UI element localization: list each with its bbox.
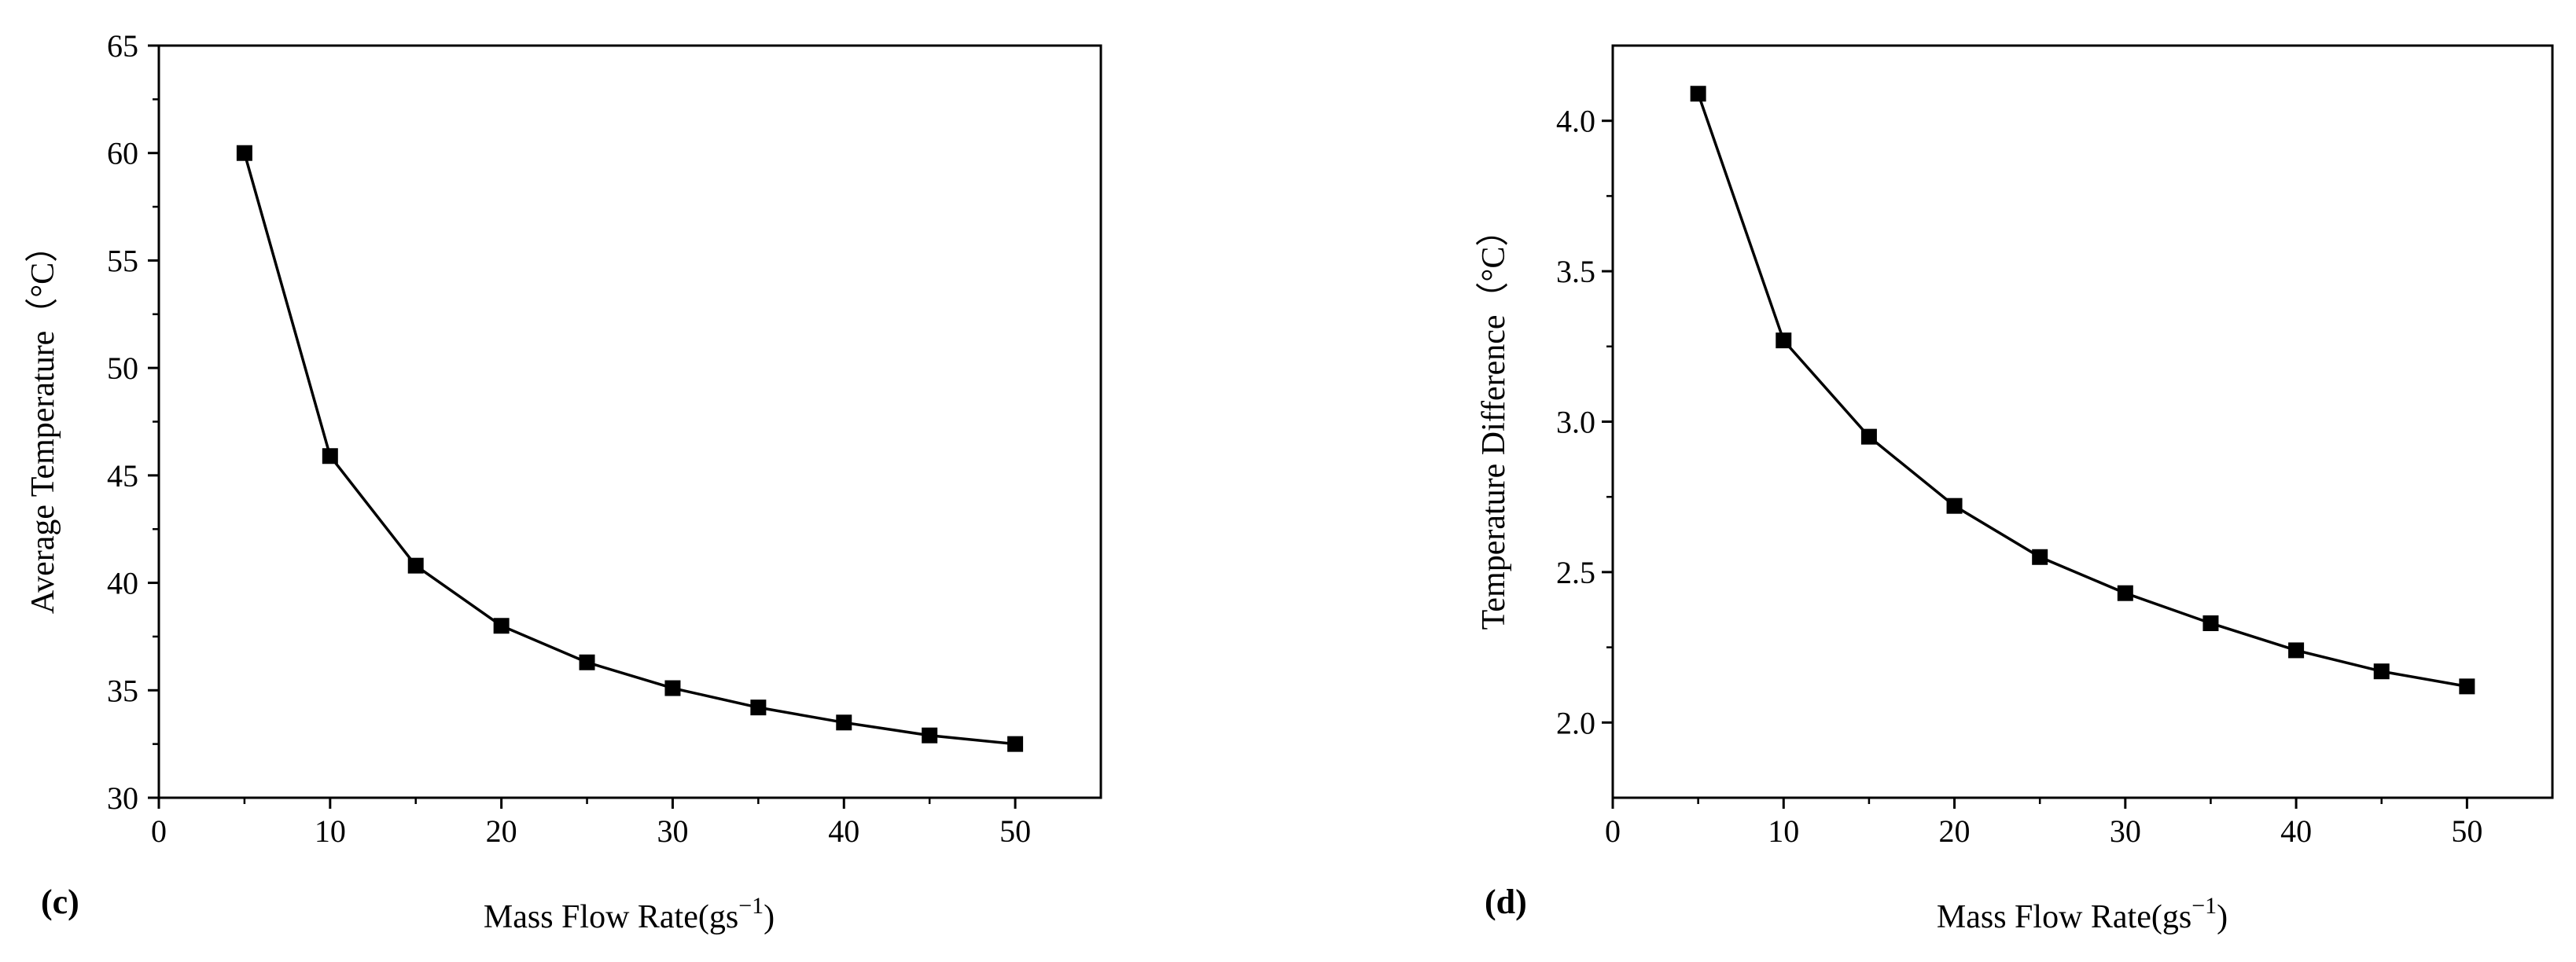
chart-0-data-point-1 bbox=[322, 448, 338, 464]
chart-0-x-tick-label-5: 50 bbox=[999, 813, 1031, 849]
chart-0-data-point-5 bbox=[664, 680, 681, 696]
chart-0-series-line bbox=[243, 152, 1016, 746]
chart-1-data-point-8 bbox=[2373, 663, 2390, 680]
chart-0-y-tick-label-5: 55 bbox=[107, 243, 138, 278]
chart-0-x-axis-title-close: ) bbox=[764, 899, 775, 935]
chart-0-data-point-2 bbox=[407, 557, 424, 574]
chart-1-data-point-7 bbox=[2288, 642, 2305, 659]
panel-c-average-temperature-chart: 0 10 20 30 40 50 30 35 40 45 50 55 60 65 Mass Flow Rat… bbox=[25, 28, 1102, 935]
chart-0-data-point-4 bbox=[579, 654, 595, 670]
chart-1-y-axis-title: Temperature Difference（°C） bbox=[1476, 214, 1512, 630]
chart-1-data-point-0 bbox=[1690, 86, 1706, 102]
chart-0-y-tick-label-3: 45 bbox=[107, 458, 138, 494]
chart-0-panel-label: (c) bbox=[41, 883, 79, 921]
chart-0-data-point-7 bbox=[836, 714, 852, 731]
chart-0-x-tick-label-3: 30 bbox=[657, 813, 688, 849]
chart-1-x-tick-label-4: 40 bbox=[2280, 813, 2312, 849]
chart-1-x-tick-label-2: 20 bbox=[1939, 813, 1971, 849]
chart-0-x-axis-title-superscript: −1 bbox=[738, 893, 764, 919]
chart-0-x-tick-label-1: 10 bbox=[315, 813, 346, 849]
chart-0-y-tick-label-2: 40 bbox=[107, 566, 138, 601]
chart-1-x-axis-title-superscript: −1 bbox=[2191, 893, 2217, 919]
chart-0-data-point-9 bbox=[1007, 736, 1024, 752]
chart-0-data-point-0 bbox=[236, 145, 252, 161]
chart-1-data-point-3 bbox=[1946, 498, 1963, 514]
chart-1-data-point-5 bbox=[2117, 585, 2133, 601]
chart-1-data-point-4 bbox=[2032, 549, 2048, 565]
chart-0-y-axis-title: Average Temperature（°C） bbox=[25, 229, 61, 614]
chart-0-y-tick-label-7: 65 bbox=[107, 28, 138, 64]
chart-1-x-axis-title-close: ) bbox=[2217, 899, 2228, 935]
chart-0-x-axis-title: Mass Flow Rate(gs−1) bbox=[484, 893, 775, 935]
panel-d-temperature-difference-chart: 0 10 20 30 40 50 2.0 2.5 3.0 3.5 4.0 Mass Flow Rate… bbox=[1476, 44, 2554, 935]
chart-1-data-point-6 bbox=[2202, 615, 2219, 631]
chart-1-y-tick-label-2: 3.0 bbox=[1556, 405, 1595, 440]
chart-0-data-point-8 bbox=[922, 727, 938, 744]
chart-0-x-tick-label-4: 40 bbox=[828, 813, 859, 849]
chart-1-y-tick-label-4: 4.0 bbox=[1556, 104, 1595, 139]
chart-1-y-tick-label-1: 2.5 bbox=[1556, 555, 1595, 590]
chart-0-data-point-6 bbox=[750, 699, 767, 716]
chart-1-plot-frame bbox=[1611, 44, 2554, 799]
chart-1-x-tick-label-5: 50 bbox=[2451, 813, 2482, 849]
chart-1-x-axis-title: Mass Flow Rate(gs−1) bbox=[1937, 893, 2228, 935]
chart-1-x-axis-title-main: Mass Flow Rate(gs bbox=[1937, 899, 2191, 935]
chart-0-y-tick-label-6: 60 bbox=[107, 136, 138, 171]
chart-0-y-tick-label-1: 35 bbox=[107, 673, 138, 708]
chart-1-panel-label: (d) bbox=[1485, 883, 1527, 921]
chart-0-x-axis-title-main: Mass Flow Rate(gs bbox=[484, 899, 738, 935]
chart-1-data-point-1 bbox=[1776, 332, 1792, 349]
chart-0-x-tick-label-2: 20 bbox=[486, 813, 517, 849]
chart-1-x-tick-label-1: 10 bbox=[1768, 813, 1799, 849]
chart-0-plot-frame bbox=[157, 44, 1102, 799]
chart-0-x-tick-label-0: 0 bbox=[151, 813, 167, 849]
chart-1-y-tick-label-3: 3.5 bbox=[1556, 254, 1595, 289]
chart-0-y-tick-label-4: 50 bbox=[107, 351, 138, 386]
chart-1-series-line bbox=[1696, 93, 2467, 688]
chart-1-data-point-2 bbox=[1860, 428, 1877, 445]
chart-1-x-tick-label-0: 0 bbox=[1605, 813, 1621, 849]
chart-0-data-point-3 bbox=[493, 618, 510, 634]
chart-1-data-point-9 bbox=[2459, 678, 2475, 695]
chart-1-x-tick-label-3: 30 bbox=[2110, 813, 2141, 849]
chart-0-y-tick-label-0: 30 bbox=[107, 780, 138, 816]
chart-1-y-tick-label-0: 2.0 bbox=[1556, 705, 1595, 740]
